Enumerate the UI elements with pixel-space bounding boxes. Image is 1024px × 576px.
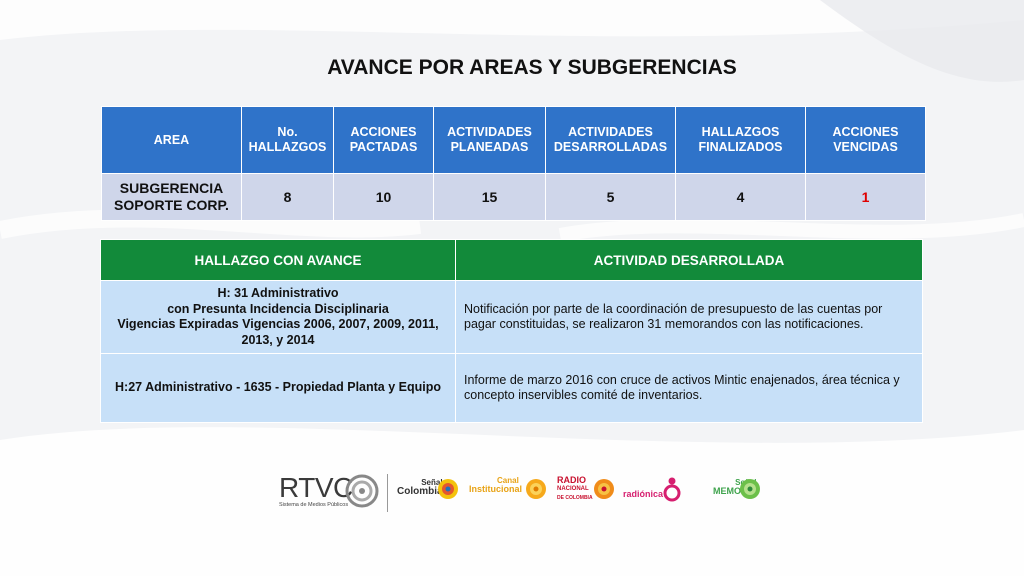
footer-logos: RTVC Sistema de Medios Públicos Señal Co… bbox=[275, 466, 775, 516]
detail-header-row: HALLAZGO CON AVANCE ACTIVIDAD DESARROLLA… bbox=[100, 239, 923, 281]
header-actividad-desarrollada: ACTIVIDAD DESARROLLADA bbox=[455, 239, 923, 281]
cell-actividades-desarrolladas: 5 bbox=[545, 173, 676, 221]
cell-area: SUBGERENCIA SOPORTE CORP. bbox=[101, 173, 242, 221]
header-acciones-vencidas: ACCIONES VENCIDAS bbox=[805, 106, 926, 174]
senal-colombia-logo: Señal Colombia bbox=[397, 478, 443, 497]
summary-header-row: AREA No. HALLAZGOS ACCIONES PACTADAS ACT… bbox=[101, 106, 926, 174]
cell-hallazgos-finalizados: 4 bbox=[675, 173, 806, 221]
hallazgo-line: Vigencias Expiradas Vigencias 2006, 2007… bbox=[117, 317, 439, 347]
hallazgo-line: H: 31 Administrativo bbox=[217, 286, 339, 300]
radio-nacional-logo: RADIO NACIONAL DE COLOMBIA bbox=[557, 475, 593, 502]
actividad-cell: Informe de marzo 2016 con cruce de activ… bbox=[455, 353, 923, 423]
radionica-logo: radiónica bbox=[623, 489, 664, 499]
summary-table: AREA No. HALLAZGOS ACCIONES PACTADAS ACT… bbox=[101, 106, 926, 221]
header-hallazgo-con-avance: HALLAZGO CON AVANCE bbox=[100, 239, 456, 281]
canal-institucional-icon bbox=[526, 479, 546, 499]
cell-acciones-vencidas: 1 bbox=[805, 173, 926, 221]
radio-nacional-icon bbox=[594, 479, 614, 499]
senal-memoria-icon bbox=[740, 479, 760, 499]
table-row: H: 31 Administrativo con Presunta Incide… bbox=[100, 280, 923, 354]
header-actividades-desarrolladas: ACTIVIDADES DESARROLLADAS bbox=[545, 106, 676, 174]
rtvc-logo-text: RTVC bbox=[279, 472, 353, 503]
header-actividades-planeadas: ACTIVIDADES PLANEADAS bbox=[433, 106, 546, 174]
table-row: H:27 Administrativo - 1635 - Propiedad P… bbox=[100, 353, 923, 423]
rtvc-swirl-icon bbox=[345, 474, 379, 508]
page-title: AVANCE POR AREAS Y SUBGERENCIAS bbox=[327, 56, 737, 79]
header-no-hallazgos: No. HALLAZGOS bbox=[241, 106, 334, 174]
hallazgo-cell: H:27 Administrativo - 1635 - Propiedad P… bbox=[100, 353, 456, 423]
hallazgo-line: H:27 Administrativo - 1635 - Propiedad P… bbox=[115, 380, 441, 395]
cell-acciones-pactadas: 10 bbox=[333, 173, 434, 221]
radionica-icon bbox=[663, 477, 681, 502]
detail-table: HALLAZGO CON AVANCE ACTIVIDAD DESARROLLA… bbox=[100, 239, 923, 423]
canal-institucional-logo: Canal Institucional bbox=[469, 476, 523, 494]
senal-colombia-icon bbox=[438, 479, 458, 499]
cell-actividades-planeadas: 15 bbox=[433, 173, 546, 221]
header-area: AREA bbox=[101, 106, 242, 174]
logo-divider bbox=[387, 474, 388, 512]
cell-no-hallazgos: 8 bbox=[241, 173, 334, 221]
rtvc-logo-subtitle: Sistema de Medios Públicos bbox=[279, 502, 349, 508]
table-row: SUBGERENCIA SOPORTE CORP. 8 10 15 5 4 1 bbox=[101, 173, 926, 221]
hallazgo-cell: H: 31 Administrativo con Presunta Incide… bbox=[100, 280, 456, 354]
hallazgo-line: con Presunta Incidencia Disciplinaria bbox=[167, 301, 389, 316]
actividad-cell: Notificación por parte de la coordinació… bbox=[455, 280, 923, 354]
header-acciones-pactadas: ACCIONES PACTADAS bbox=[333, 106, 434, 174]
header-hallazgos-finalizados: HALLAZGOS FINALIZADOS bbox=[675, 106, 806, 174]
